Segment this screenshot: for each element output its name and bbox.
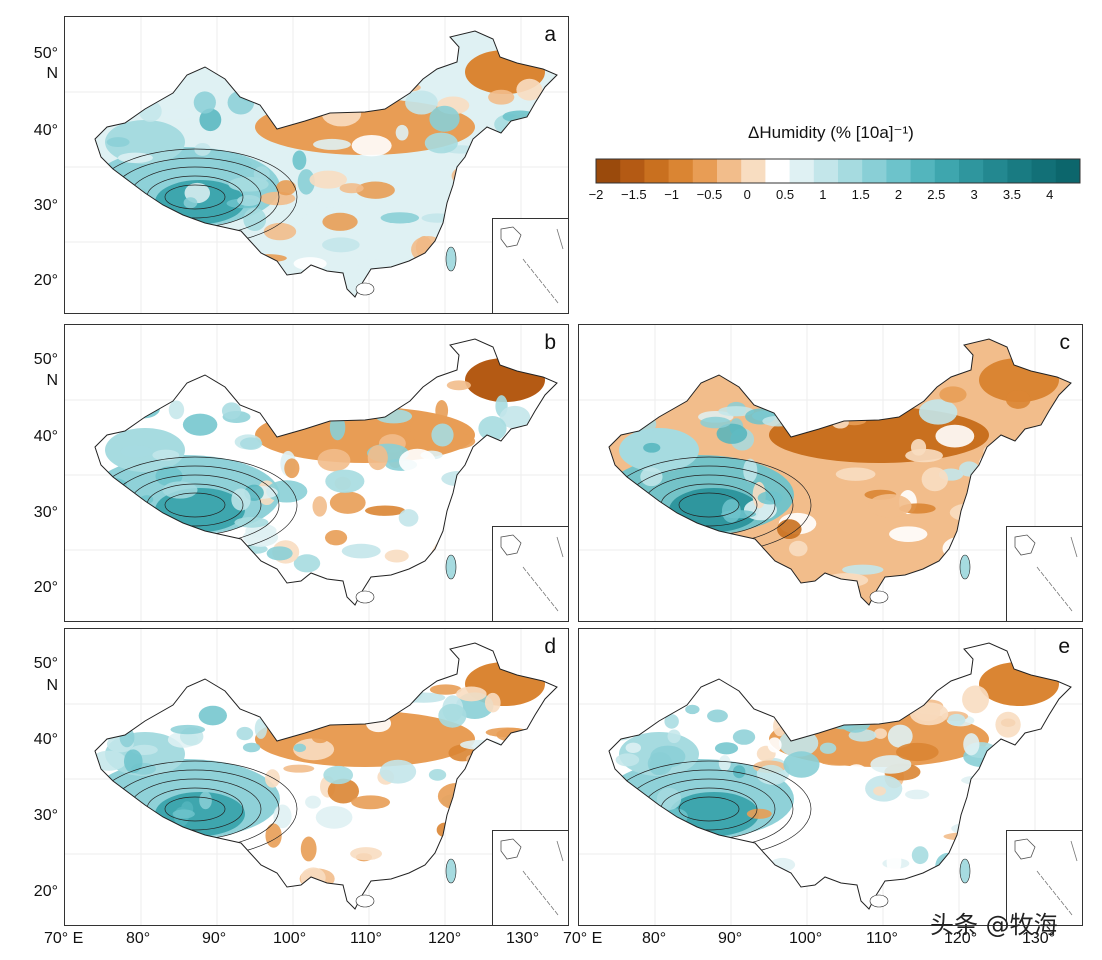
lon-tick-120: 120°: [944, 930, 978, 947]
lon-tick-90: 90°: [202, 930, 227, 947]
south-china-sea-inset: [492, 526, 568, 621]
watermark: 头条 @牧海: [930, 911, 1058, 939]
lat-tick-20: 20°: [33, 883, 58, 900]
lat-tick-20: 20°: [33, 579, 58, 596]
humidity-map-e: [579, 629, 1082, 925]
colorbar-swatch: [596, 159, 621, 183]
panel-e: e: [578, 628, 1083, 926]
colorbar: [595, 158, 1081, 184]
colorbar-swatch: [983, 159, 1008, 183]
lon-tick-130: 130°: [1022, 930, 1056, 947]
colorbar-swatch: [741, 159, 766, 183]
south-china-sea-inset: [492, 218, 568, 313]
panel-label-c: c: [1059, 331, 1071, 354]
colorbar-swatch: [668, 159, 694, 183]
colorbar-swatch: [838, 159, 863, 183]
panel-b: b: [64, 324, 569, 622]
colorbar-swatch: [620, 159, 645, 183]
panel-c: c: [578, 324, 1083, 622]
lat-tick-30: 30°: [33, 197, 58, 214]
colorbar-tick-label: −2: [588, 187, 604, 202]
lat-tick-50: 50°: [33, 351, 58, 368]
colorbar-swatch: [934, 159, 960, 183]
colorbar-tick-label: 2.5: [927, 187, 946, 202]
colorbar-tick-label: −1: [664, 187, 680, 202]
colorbar-swatch: [910, 159, 936, 183]
colorbar-swatch: [862, 159, 887, 183]
colorbar-swatch: [1007, 159, 1033, 183]
humidity-map-b: [65, 325, 568, 621]
colorbar-swatch: [765, 159, 791, 183]
lon-tick-80: 80°: [642, 930, 667, 947]
colorbar-swatch: [886, 159, 912, 183]
south-china-sea-inset: [492, 830, 568, 925]
humidity-map-a: [65, 17, 568, 313]
colorbar-swatch: [789, 159, 815, 183]
south-china-sea-inset: [1006, 830, 1082, 925]
lon-tick-110: 110°: [866, 930, 898, 947]
lat-tick-40: 40°: [33, 731, 58, 748]
lon-tick-120: 120°: [428, 930, 462, 947]
colorbar-swatch: [692, 159, 718, 183]
lon-tick-80: 80°: [126, 930, 151, 947]
lat-tick-50: 50°: [33, 45, 58, 62]
lon-tick-90: 90°: [718, 930, 743, 947]
colorbar-title: ΔHumidity (% [10a]⁻¹): [748, 123, 914, 142]
lon-tick-70e: 70° E: [563, 930, 603, 947]
colorbar-tick-label: 3.5: [1002, 187, 1021, 202]
lat-tick-30: 30°: [33, 807, 58, 824]
panel-a: a: [64, 16, 569, 314]
lat-tick-40: 40°: [33, 428, 58, 445]
panel-label-b: b: [544, 331, 556, 354]
lon-tick-130: 130°: [506, 930, 540, 947]
colorbar-tick-label: −0.5: [696, 187, 723, 202]
lat-tick-40: 40°: [33, 122, 58, 139]
lat-tick-50: 50°: [33, 655, 58, 672]
colorbar-swatch: [1031, 159, 1057, 183]
lon-tick-100: 100°: [273, 930, 307, 947]
colorbar-tick-label: −1.5: [620, 187, 647, 202]
colorbar-tick-label: 1.5: [851, 187, 870, 202]
lat-tick-30: 30°: [33, 504, 58, 521]
colorbar-swatch: [717, 159, 742, 183]
colorbar-tick-label: 2: [894, 187, 903, 202]
lat-tick-20: 20°: [33, 272, 58, 289]
panel-label-e: e: [1058, 635, 1070, 658]
colorbar-tick-label: 3: [970, 187, 978, 202]
lon-tick-70e: 70° E: [44, 930, 84, 947]
colorbar-swatch: [1055, 159, 1081, 183]
colorbar-tick-label: 1: [819, 187, 827, 202]
colorbar-tick-label: 0: [743, 187, 751, 202]
humidity-map-c: [579, 325, 1082, 621]
south-china-sea-inset: [1006, 526, 1082, 621]
lon-tick-110: 110°: [350, 930, 382, 947]
lat-tick-n: N: [46, 677, 58, 694]
colorbar-tick-label: 0.5: [776, 187, 795, 202]
colorbar-swatch: [644, 159, 670, 183]
lat-tick-n: N: [46, 65, 58, 82]
colorbar-swatch: [959, 159, 984, 183]
panel-label-a: a: [544, 23, 556, 46]
lon-tick-100: 100°: [789, 930, 823, 947]
colorbar-swatch: [813, 159, 839, 183]
colorbar-tick-label: 4: [1046, 187, 1054, 202]
panel-label-d: d: [544, 635, 556, 658]
panel-d: d: [64, 628, 569, 926]
lat-tick-n: N: [46, 372, 58, 389]
